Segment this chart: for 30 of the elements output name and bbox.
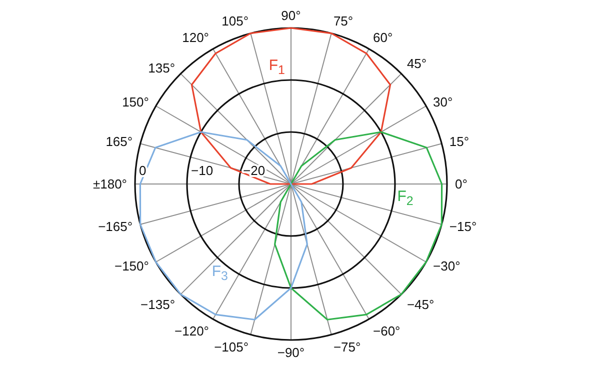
spoke-label: 90° [281,8,301,23]
series-label: F$_{2}$ [396,188,414,210]
spoke-label: 135° [148,60,176,76]
y-tick-label: −20 [243,163,266,178]
spoke-label: −135° [140,297,176,312]
spoke-label: −60° [373,323,400,338]
spoke-label: −150° [114,258,149,274]
spoke-label: 0° [455,176,468,192]
spoke-label: 15° [449,134,470,150]
series-label: F$_{3}$ [210,262,229,285]
spoke-label: 60° [373,30,393,45]
spoke-label: −30° [433,258,460,274]
series-label: F$_{1}$ [268,57,286,80]
spoke-label: 105° [222,14,249,29]
spoke-label: −120° [174,323,209,338]
spoke-label: −75° [333,340,361,355]
spoke-label: 165° [106,134,133,150]
y-tick-label: −10 [191,163,214,178]
spoke-label: −15° [449,219,477,234]
spoke-label: 75° [333,14,354,29]
spoke-label: −90° [277,345,305,360]
y-tick-label: 0 [139,163,146,178]
spoke-label: ±180° [92,176,127,192]
spoke-label: 120° [182,30,209,45]
spoke-label: −105° [214,340,249,355]
spoke-label: 45° [406,56,427,72]
spoke-label: 30° [433,94,453,110]
spoke-label: 150° [122,94,149,110]
spoke-label: −165° [98,219,133,234]
spoke-label: −45° [406,297,434,312]
